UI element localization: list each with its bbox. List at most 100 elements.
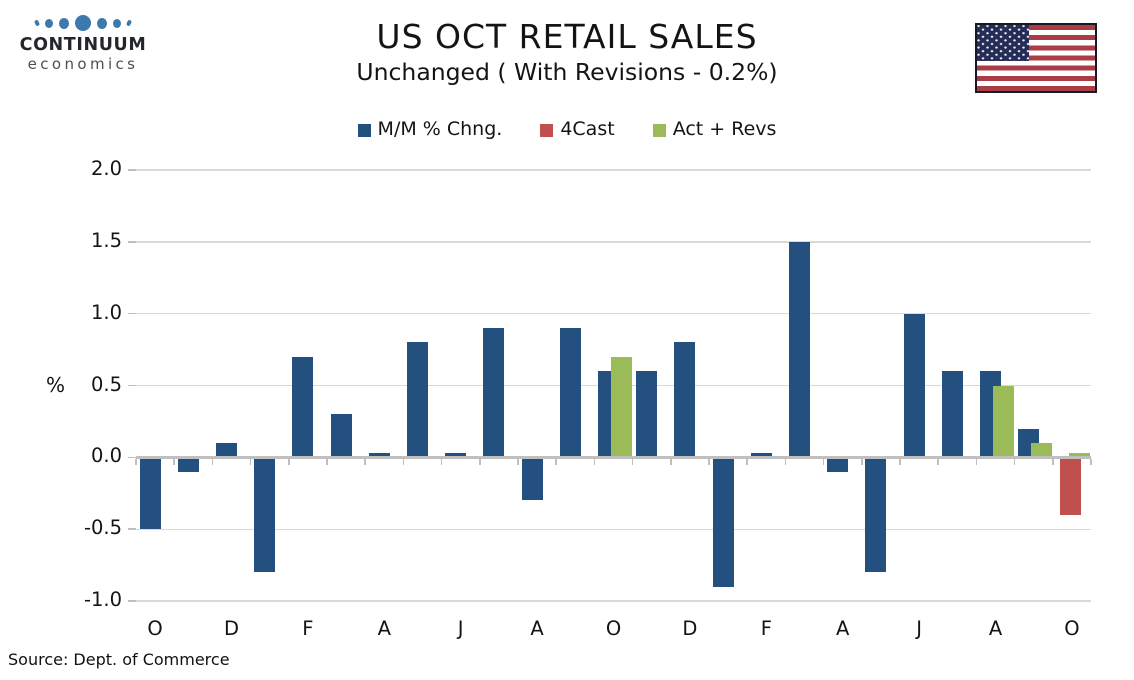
chart-legend: M/M % Chng. 4Cast Act + Revs [0, 118, 1134, 140]
bar-m-m-chng-10 [521, 457, 543, 501]
y-tick-label: 0.5 [90, 372, 122, 396]
y-axis-tick [128, 169, 136, 171]
y-axis-unit-label: % [46, 372, 66, 397]
bar-m-m-chng-21 [941, 371, 963, 458]
gridline [136, 528, 1091, 530]
legend-swatch-act-revs [652, 123, 666, 137]
x-axis-tick [593, 458, 596, 465]
legend-label: M/M % Chng. [377, 118, 503, 140]
bar-m-m-chng-19 [865, 457, 887, 573]
x-axis-tick [822, 458, 825, 465]
bar-m-m-chng-5 [330, 414, 352, 458]
x-axis-tick [784, 458, 787, 465]
x-axis-tick [173, 458, 175, 465]
bar-act-revs-12 [611, 356, 632, 458]
legend-label: 4Cast [560, 118, 615, 140]
bar-m-m-chng-6 [368, 453, 390, 458]
bar-m-m-chng-8 [445, 453, 467, 458]
x-axis-tick [211, 458, 214, 465]
bar-m-m-chng-9 [483, 328, 505, 458]
x-axis-tick [631, 458, 634, 465]
bar-m-m-chng-2 [216, 442, 237, 458]
continuum-economics-logo: CONTINUUM economics [18, 13, 148, 73]
bar-m-m-chng-1 [177, 457, 199, 472]
x-axis-tick [555, 458, 557, 465]
y-tick-label: 1.0 [90, 300, 122, 324]
y-tick-label: 0.0 [90, 444, 122, 468]
x-axis-tick [479, 458, 481, 465]
y-tick-label: -1.0 [83, 588, 122, 611]
bar-m-m-chng-0 [139, 457, 161, 530]
x-tick-label: A [988, 617, 1003, 640]
us-flag-canton [977, 25, 1029, 61]
source-note: Source: Dept. of Commerce [8, 650, 230, 669]
bar-m-m-chng-20 [903, 313, 925, 458]
x-tick-label: A [530, 617, 544, 640]
bar-m-m-chng-17 [789, 241, 810, 458]
x-axis-tick [402, 458, 405, 465]
x-axis-tick [364, 458, 366, 465]
legend-label: Act + Revs [672, 118, 777, 140]
legend-item-4cast: 4Cast [540, 118, 615, 140]
bar-4cast-24 [1060, 457, 1082, 515]
logo-dots-icon [18, 13, 148, 33]
x-tick-label: J [916, 617, 922, 640]
bar-act-revs-23 [1031, 442, 1053, 458]
legend-item-act-revs: Act + Revs [652, 118, 777, 140]
bar-act-revs-24 [1069, 453, 1091, 458]
x-axis-tick [746, 458, 748, 465]
logo-brand-name: CONTINUUM [19, 35, 147, 55]
x-tick-label: A [836, 617, 850, 640]
gridline [136, 600, 1091, 602]
legend-item-m-m-chng: M/M % Chng. [357, 118, 503, 140]
x-axis-tick [937, 458, 939, 465]
bar-m-m-chng-4 [292, 356, 314, 458]
y-tick-label: 1.5 [90, 228, 122, 252]
y-tick-label: 2.0 [90, 157, 122, 180]
x-axis-tick [1090, 458, 1092, 465]
bar-m-m-chng-14 [674, 342, 696, 458]
x-axis-tick [517, 458, 519, 465]
bar-m-m-chng-16 [750, 453, 772, 458]
x-axis-tick [326, 458, 328, 465]
chart-title: US OCT RETAIL SALES [376, 17, 758, 56]
gridline [136, 313, 1091, 315]
bar-m-m-chng-11 [559, 328, 581, 458]
x-tick-label: A [377, 617, 391, 640]
x-tick-label: D [223, 617, 239, 640]
x-tick-label: D [682, 617, 698, 640]
y-axis-tick [128, 384, 136, 387]
chart-subtitle: Unchanged ( With Revisions - 0.2%) [356, 58, 778, 86]
x-axis-tick [708, 458, 710, 465]
x-axis-tick [1013, 458, 1016, 465]
gridline [136, 169, 1091, 171]
y-axis-tick [128, 456, 136, 459]
bar-m-m-chng-3 [254, 457, 276, 573]
bar-m-m-chng-7 [407, 342, 428, 458]
bar-m-m-chng-15 [712, 457, 734, 587]
y-axis-tick [128, 528, 136, 530]
x-tick-label: F [302, 617, 314, 640]
x-axis-tick [1052, 458, 1054, 465]
x-tick-label: O [605, 617, 622, 640]
zero-axis-line [136, 455, 1091, 459]
bar-act-revs-22 [993, 385, 1014, 458]
x-tick-label: F [760, 617, 772, 640]
x-axis-tick [861, 458, 863, 465]
legend-swatch-4cast [540, 123, 554, 137]
x-axis-tick [670, 458, 672, 465]
x-axis-tick [975, 458, 978, 465]
y-axis-tick [128, 312, 136, 315]
us-flag-icon [975, 23, 1097, 93]
gridline [136, 241, 1091, 243]
y-tick-label: -0.5 [83, 516, 122, 540]
x-axis-tick [135, 458, 137, 465]
bar-m-m-chng-13 [636, 371, 658, 458]
logo-brand-subname: economics [27, 55, 139, 73]
x-axis-tick [288, 458, 290, 465]
bar-m-m-chng-18 [827, 457, 849, 472]
x-axis-tick [440, 458, 443, 465]
x-axis-tick [899, 458, 901, 465]
